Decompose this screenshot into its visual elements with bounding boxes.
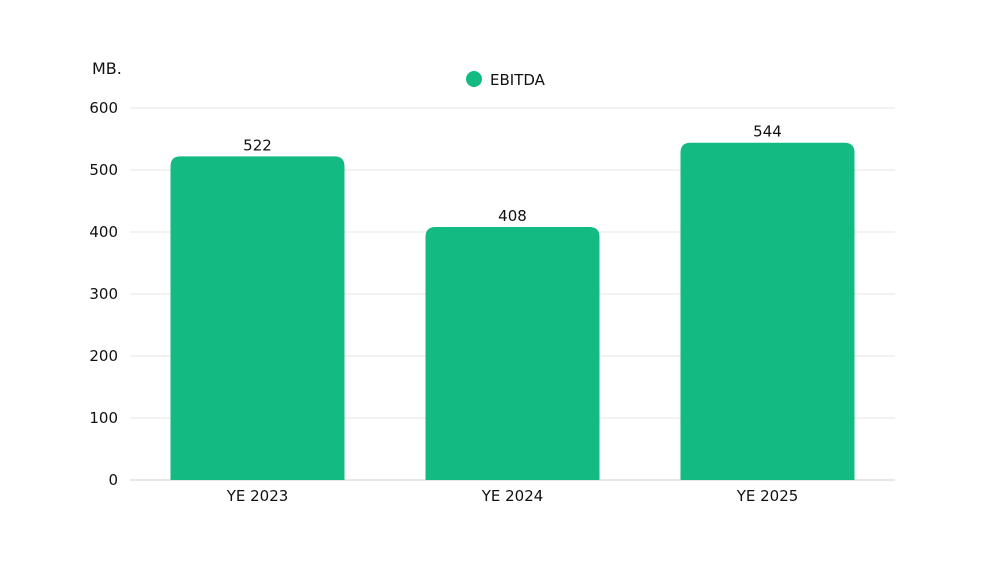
y-tick-label: 0 <box>108 471 118 489</box>
y-tick-label: 200 <box>89 347 118 365</box>
x-tick-label: YE 2023 <box>226 487 289 505</box>
data-label: 408 <box>498 207 527 225</box>
y-tick-label: 400 <box>89 223 118 241</box>
x-tick-label: YE 2024 <box>481 487 544 505</box>
x-axis-ticks: YE 2023 YE 2024 YE 2025 <box>226 487 799 505</box>
legend-label: EBITDA <box>490 71 546 89</box>
y-tick-label: 500 <box>89 161 118 179</box>
bars <box>170 142 855 481</box>
data-label: 544 <box>753 123 782 141</box>
y-axis-unit-label: MB. <box>92 59 122 78</box>
x-tick-label: YE 2025 <box>736 487 799 505</box>
y-axis-ticks: 0 100 200 300 400 500 600 <box>89 99 118 489</box>
bar <box>680 142 855 480</box>
data-label: 522 <box>243 136 272 154</box>
legend-swatch <box>466 71 482 87</box>
data-labels: 522 408 544 <box>243 123 782 225</box>
y-tick-label: 300 <box>89 285 118 303</box>
y-tick-label: 600 <box>89 99 118 117</box>
y-tick-label: 100 <box>89 409 118 427</box>
legend: EBITDA <box>466 71 546 89</box>
bar <box>425 227 600 480</box>
bar <box>170 156 345 481</box>
